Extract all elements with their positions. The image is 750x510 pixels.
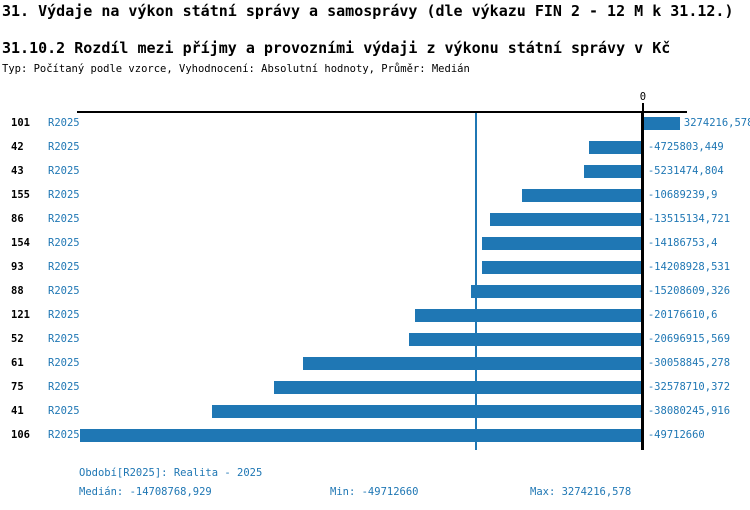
value-bar: [482, 237, 643, 250]
median-line: [475, 113, 478, 450]
row-id-label: 93: [11, 261, 24, 273]
bar-value-label: -32578710,372: [647, 381, 731, 393]
row-id-label: 43: [11, 165, 24, 177]
row-id-label: 41: [11, 405, 24, 417]
chart-title: 31. Výdaje na výkon státní správy a samo…: [2, 2, 734, 20]
row-period-label: R2025: [48, 189, 80, 201]
bar-value-label: -4725803,449: [647, 141, 724, 153]
row-period-label: R2025: [48, 429, 80, 441]
value-bar: [414, 309, 643, 322]
value-bar: [302, 357, 643, 370]
value-bar: [274, 381, 643, 394]
row-id-label: 52: [11, 333, 24, 345]
row-id-label: 86: [11, 213, 24, 225]
row-id-label: 88: [11, 285, 24, 297]
bar-value-label: -30058845,278: [647, 357, 731, 369]
bar-value-label: -5231474,804: [647, 165, 724, 177]
zero-tick: [641, 103, 644, 112]
value-bar: [211, 405, 643, 418]
row-id-label: 106: [11, 429, 30, 441]
bar-value-label: -49712660: [647, 429, 705, 441]
row-period-label: R2025: [48, 333, 80, 345]
chart-meta-line: Typ: Počítaný podle vzorce, Vyhodnocení:…: [2, 63, 470, 75]
value-bar: [470, 285, 643, 298]
row-period-label: R2025: [48, 381, 80, 393]
bar-value-label: -14186753,4: [647, 237, 718, 249]
row-period-label: R2025: [48, 213, 80, 225]
row-id-label: 155: [11, 189, 30, 201]
row-period-label: R2025: [48, 261, 80, 273]
value-bar: [80, 429, 643, 442]
x-axis-line: [77, 111, 687, 113]
row-id-label: 101: [11, 117, 30, 129]
min-stat: Min: -49712660: [330, 486, 419, 498]
zero-tick-label: 0: [639, 91, 647, 103]
value-bar: [489, 213, 643, 226]
value-bar: [642, 117, 680, 130]
bar-value-label: -20176610,6: [647, 309, 718, 321]
row-id-label: 154: [11, 237, 30, 249]
value-bar: [521, 189, 643, 202]
row-period-label: R2025: [48, 309, 80, 321]
bar-value-label: -13515134,721: [647, 213, 731, 225]
value-bar: [589, 141, 643, 154]
value-bar: [482, 261, 643, 274]
bar-value-label: -15208609,326: [647, 285, 731, 297]
row-id-label: 121: [11, 309, 30, 321]
max-stat: Max: 3274216,578: [530, 486, 632, 498]
row-period-label: R2025: [48, 285, 80, 297]
bar-chart: 0 101 R2025 3274216,578 42 R2025 -4725803,449…: [11, 91, 750, 450]
row-period-label: R2025: [48, 117, 80, 129]
period-info: Období[R2025]: Realita - 2025: [79, 467, 263, 479]
row-id-label: 75: [11, 381, 24, 393]
row-id-label: 42: [11, 141, 24, 153]
value-bar: [408, 333, 643, 346]
bar-value-label: 3274216,578: [683, 117, 750, 129]
row-period-label: R2025: [48, 405, 80, 417]
row-period-label: R2025: [48, 165, 80, 177]
row-period-label: R2025: [48, 237, 80, 249]
zero-axis-line: [641, 112, 645, 450]
row-period-label: R2025: [48, 141, 80, 153]
bar-value-label: -14208928,531: [647, 261, 731, 273]
row-id-label: 61: [11, 357, 24, 369]
row-period-label: R2025: [48, 357, 80, 369]
bar-value-label: -38080245,916: [647, 405, 731, 417]
median-stat: Medián: -14708768,929: [79, 486, 212, 498]
bar-value-label: -10689239,9: [647, 189, 718, 201]
chart-subtitle: 31.10.2 Rozdíl mezi příjmy a provozními …: [2, 39, 671, 57]
bar-value-label: -20696915,569: [647, 333, 731, 345]
value-bar: [583, 165, 643, 178]
